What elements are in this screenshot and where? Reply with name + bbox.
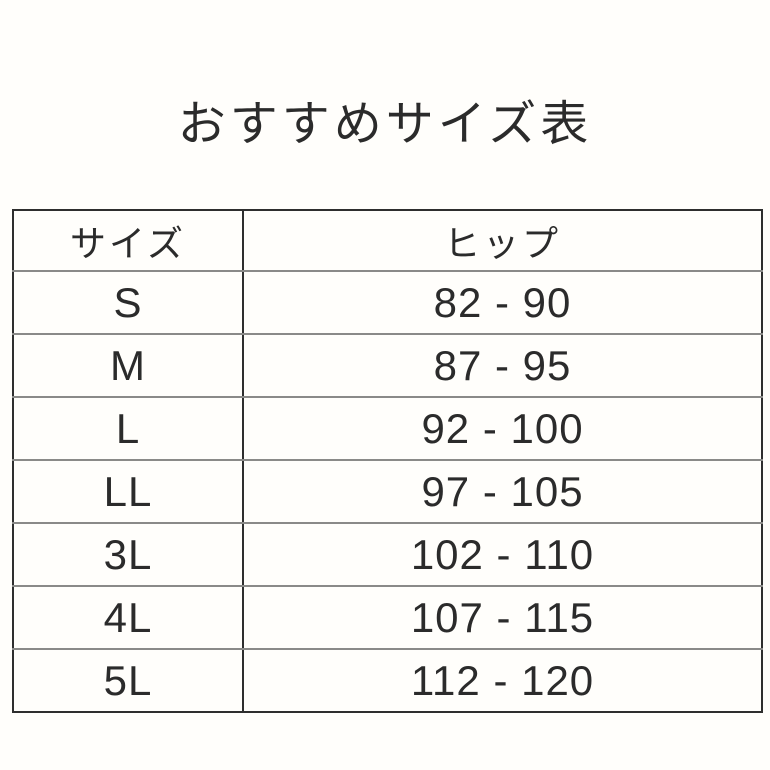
hip-cell: 112 - 120 [410,656,595,704]
table-row: 5L 112 - 120 [13,649,762,712]
size-cell: LL [13,460,244,524]
table-row: S 82 - 90 [13,271,762,335]
size-cell: 5L [13,649,244,712]
size-cell: L [13,397,244,461]
hip-cell: 97 - 105 [243,460,762,524]
hip-cell: 87 - 95 [243,334,762,398]
hip-cell: 82 - 90 [243,271,762,335]
table-row: LL 97 - 105 [13,460,762,524]
header-size: サイズ [13,210,244,272]
hip-cell: 107 - 115 [243,586,762,650]
page-title: おすすめサイズ表 [177,98,593,151]
table-row: M 87 - 95 [13,334,762,398]
table-header-row: サイズ ヒップ [13,210,762,272]
table-row: 4L 107 - 115 [13,586,762,650]
table-row: 3L 102 - 110 [13,523,762,587]
size-cell: 4L [13,586,244,650]
header-hip: ヒップ [243,210,762,272]
table-row: L 92 - 100 [13,397,762,461]
size-cell: S [13,271,244,335]
size-cell: 3L [13,523,244,587]
size-cell: M [13,334,244,398]
size-table: サイズ ヒップ S 82 - 90 M 87 - 95 L 92 - 100 L… [12,209,763,713]
hip-cell: 92 - 100 [243,397,762,461]
hip-cell: 102 - 110 [243,523,762,587]
